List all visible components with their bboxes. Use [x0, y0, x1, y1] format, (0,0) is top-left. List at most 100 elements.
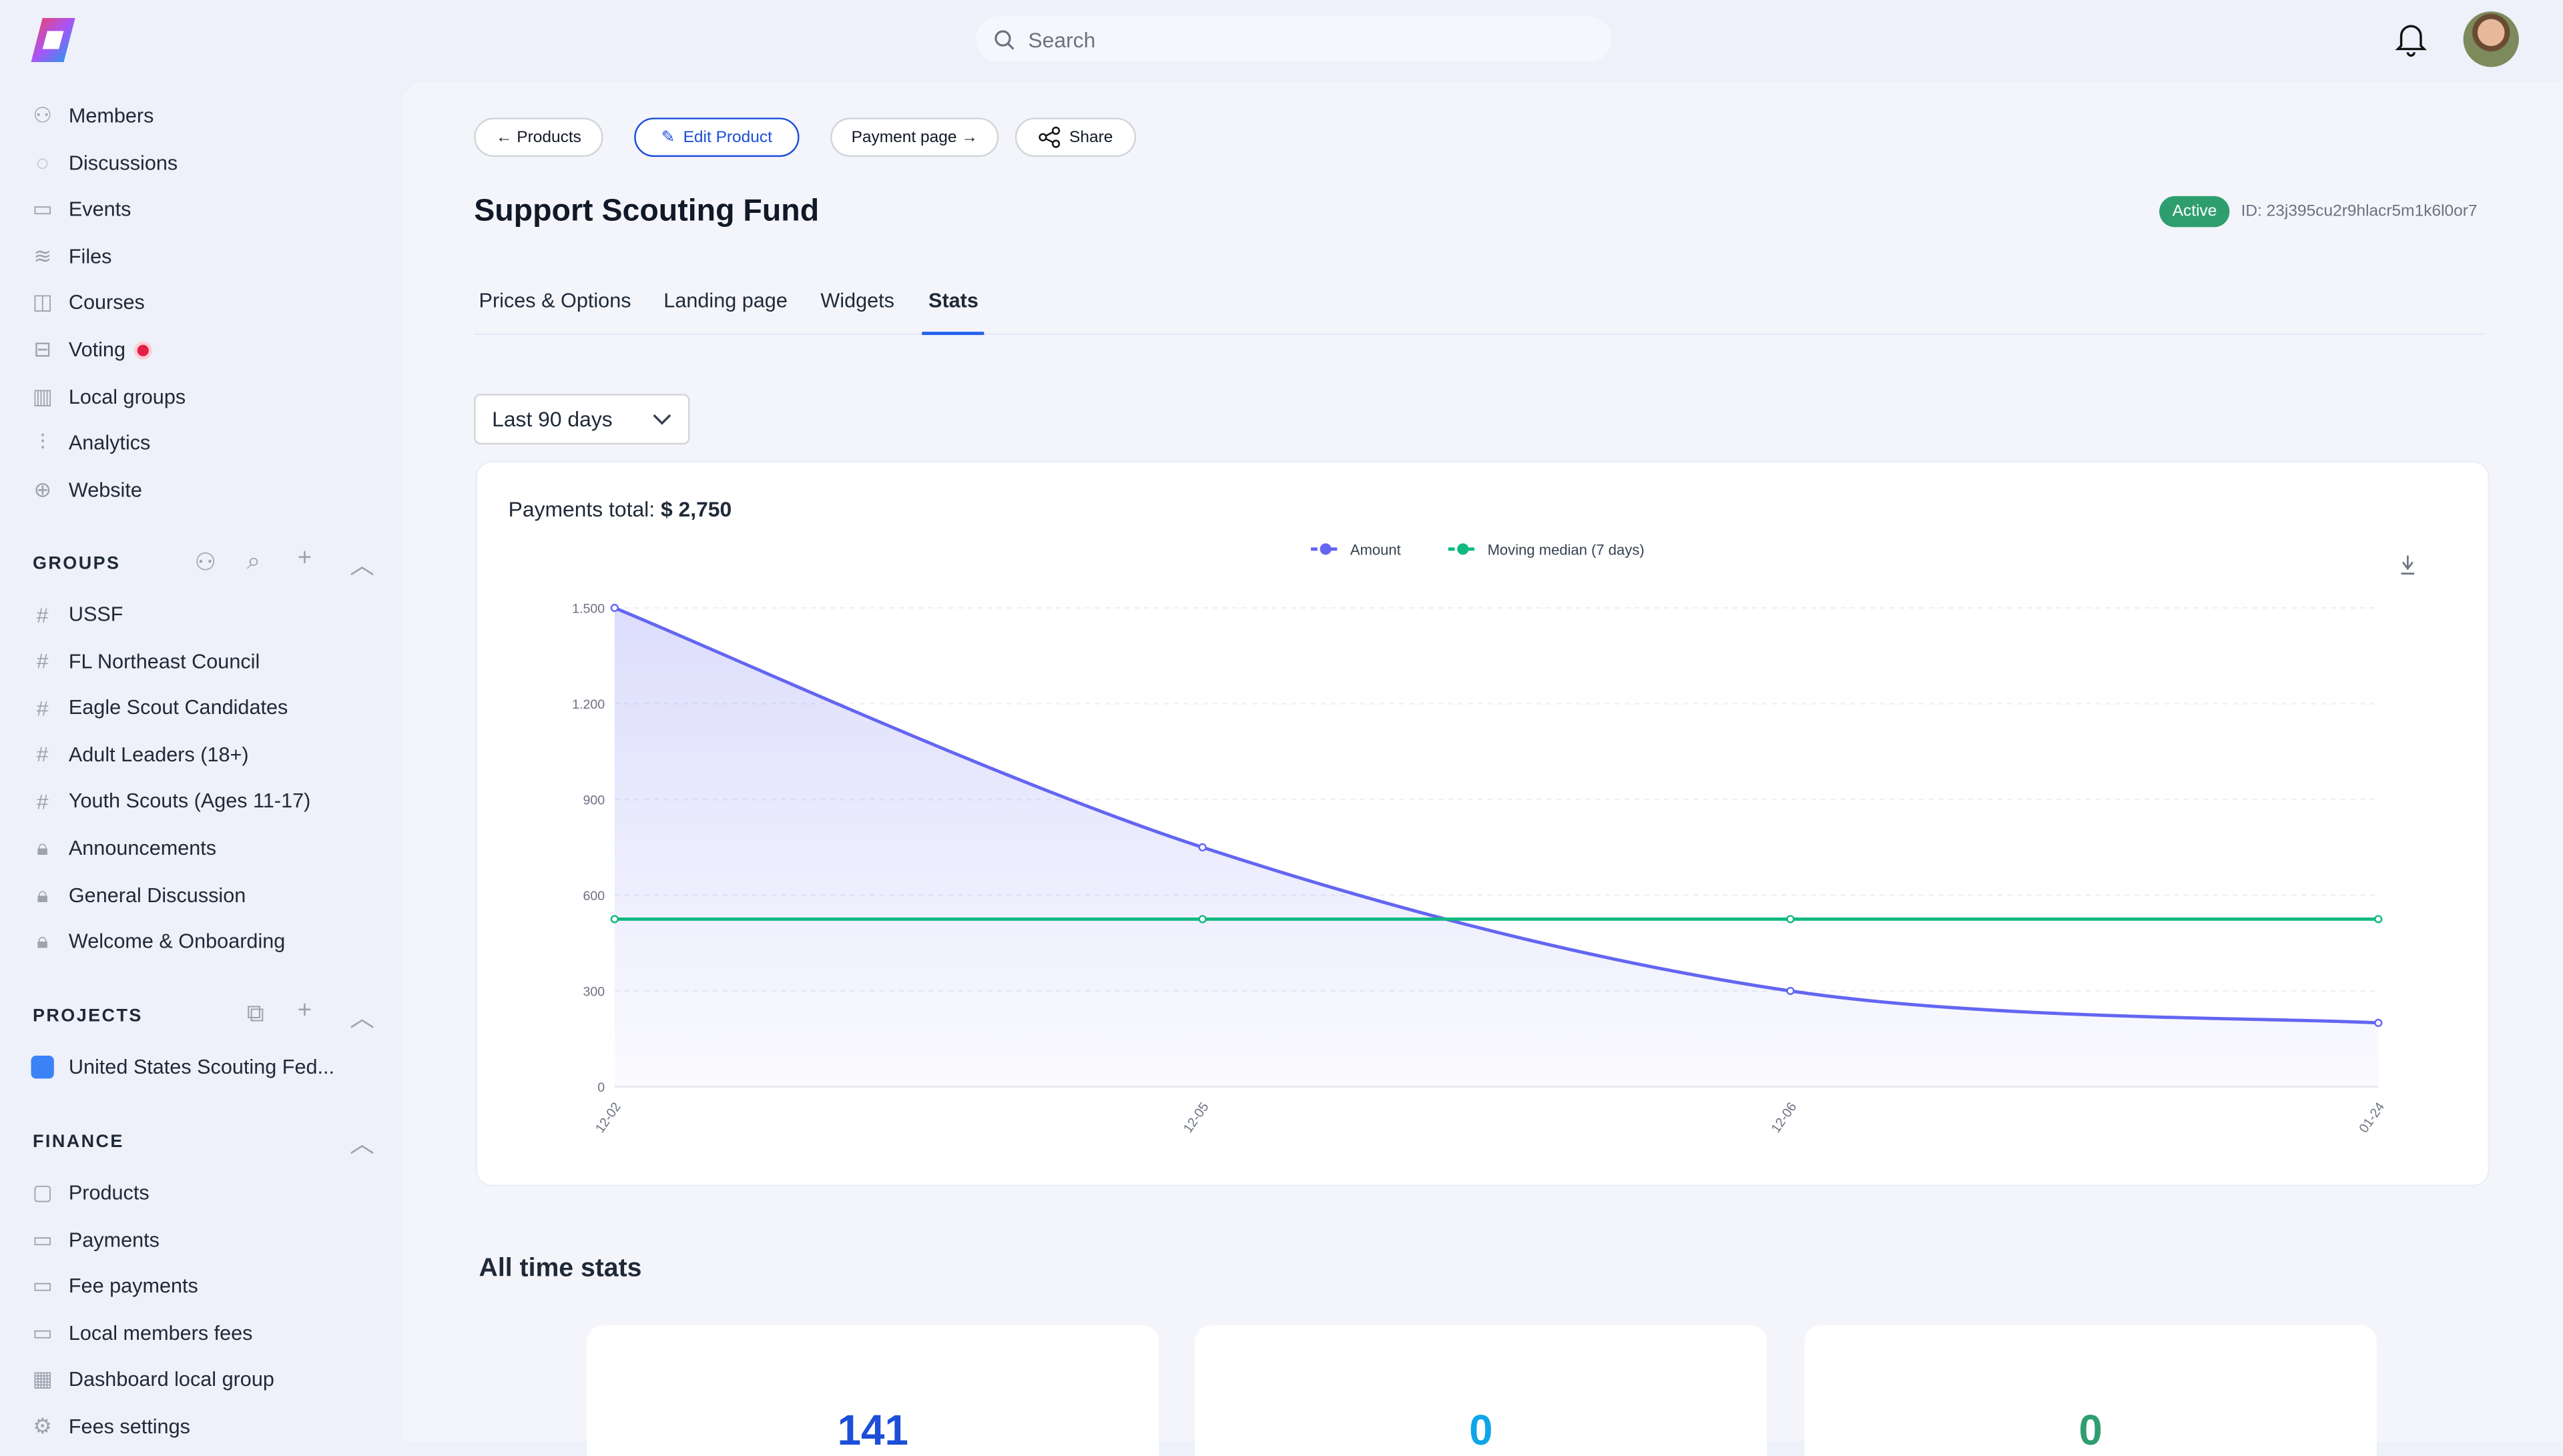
- stat-value: 0: [1469, 1405, 1493, 1455]
- group-item[interactable]: 🔒︎ Announcements: [31, 835, 216, 860]
- finance-item-products[interactable]: ▢ Products: [31, 1180, 150, 1204]
- add-group-icon[interactable]: +: [297, 544, 312, 573]
- x-tick-label: 01-24: [2356, 1100, 2387, 1136]
- project-item[interactable]: United States Scouting Fed...: [31, 1056, 335, 1079]
- finance-icon: ▭: [32, 1273, 53, 1298]
- tab-prices-options[interactable]: Prices & Options: [479, 289, 631, 312]
- sidebar-item-local-groups[interactable]: ▥ Local groups: [31, 384, 186, 408]
- payments-total-value: $ 2,750: [660, 496, 732, 522]
- finance-heading: FINANCE: [32, 1132, 124, 1152]
- payment-page-button[interactable]: Payment page →: [830, 117, 999, 157]
- share-icon: [1039, 126, 1061, 148]
- stat-card: 0: [1804, 1325, 2377, 1456]
- sidebar-item-analytics[interactable]: ⫶ Analytics: [31, 430, 151, 455]
- date-range-select[interactable]: Last 90 days: [474, 394, 690, 445]
- group-members-icon[interactable]: ⚇: [194, 549, 217, 577]
- nav-label: Products: [68, 1181, 150, 1204]
- main-content: ← Products ✎ Edit Product Payment page → …: [402, 81, 2563, 1456]
- collapse-icon[interactable]: ︿: [350, 1130, 374, 1159]
- amount-area: [614, 608, 2379, 1087]
- data-point: [2374, 1018, 2383, 1028]
- app-logo[interactable]: [26, 16, 80, 63]
- calendar-icon: ▭: [32, 196, 53, 222]
- lock-icon: 🔒︎: [37, 928, 49, 954]
- group-item[interactable]: # Youth Scouts (Ages 11-17): [31, 789, 311, 814]
- nav-label: Payments: [68, 1228, 160, 1251]
- add-project-icon[interactable]: +: [297, 996, 312, 1025]
- group-item[interactable]: 🔒︎ General Discussion: [31, 881, 246, 906]
- share-button[interactable]: Share: [1015, 117, 1137, 157]
- search-icon: [994, 29, 1015, 49]
- nav-label: Local members fees: [68, 1321, 253, 1345]
- finance-item-local-members-fees[interactable]: ▭ Local members fees: [31, 1320, 253, 1345]
- tab-landing-page[interactable]: Landing page: [663, 289, 788, 312]
- finance-icon: ▭: [32, 1320, 53, 1345]
- user-avatar[interactable]: [2463, 11, 2519, 67]
- sidebar-item-members[interactable]: ⚇ Members: [31, 103, 154, 127]
- nav-label: Local groups: [68, 384, 186, 408]
- data-point: [1198, 915, 1207, 924]
- payments-chart: 0 300 600 900 1.200 1.500 12-02 12-05 12-06 01-24…: [572, 541, 2415, 1136]
- finance-item-fee-payments[interactable]: ▭ Fee payments: [31, 1273, 198, 1298]
- data-point: [1786, 915, 1795, 924]
- search-groups-icon[interactable]: ⌕: [246, 547, 261, 576]
- lock-icon: 🔒︎: [37, 835, 49, 860]
- pencil-icon: ✎: [661, 128, 675, 147]
- group-item[interactable]: # FL Northeast Council: [31, 649, 260, 673]
- project-tree-icon[interactable]: ⧉: [246, 1000, 265, 1028]
- back-to-products-button[interactable]: ← Products: [474, 117, 603, 157]
- sidebar-item-courses[interactable]: ◫ Courses: [31, 290, 145, 315]
- finance-icon: ▢: [32, 1180, 53, 1204]
- hash-icon: #: [36, 602, 49, 627]
- hash-icon: #: [36, 695, 49, 721]
- x-tick-label: 12-02: [593, 1100, 624, 1136]
- tab-widgets[interactable]: Widgets: [820, 289, 894, 312]
- group-item[interactable]: # Eagle Scout Candidates: [31, 695, 288, 721]
- finance-item-fees-settings[interactable]: ⚙ Fees settings: [31, 1413, 190, 1438]
- group-item[interactable]: # USSF: [31, 602, 123, 627]
- ballot-icon: ⊟: [33, 336, 52, 362]
- notification-dot: [137, 344, 149, 356]
- legend-label: Moving median (7 days): [1488, 541, 1645, 558]
- legend-marker: [1457, 543, 1469, 555]
- nav-label: United States Scouting Fed...: [68, 1056, 335, 1079]
- download-icon[interactable]: [2401, 555, 2415, 575]
- nav-label: Eagle Scout Candidates: [68, 696, 288, 720]
- collapse-icon[interactable]: ︿: [350, 552, 374, 581]
- collapse-icon[interactable]: ︿: [350, 1005, 374, 1033]
- stat-value: 0: [2078, 1405, 2102, 1455]
- sidebar-item-voting[interactable]: ⊟ Voting: [31, 336, 149, 362]
- tab-divider: [474, 333, 2485, 336]
- bell-icon[interactable]: [2395, 21, 2428, 57]
- nav-label: Analytics: [68, 431, 151, 455]
- nav-label: Voting: [68, 338, 125, 362]
- nav-label: Website: [68, 478, 142, 502]
- search-input[interactable]: Search: [976, 16, 1612, 63]
- stat-card: 141: [587, 1325, 1159, 1456]
- finance-item-dashboard-local-group[interactable]: ▦ Dashboard local group: [31, 1367, 274, 1391]
- group-item[interactable]: 🔒︎ Welcome & Onboarding: [31, 928, 285, 954]
- product-id: ID: 23j395cu2r9hlacr5m1k6l0or7: [2241, 202, 2478, 221]
- sidebar-item-events[interactable]: ▭ Events: [31, 196, 131, 222]
- hash-icon: #: [36, 789, 49, 814]
- share-label: Share: [1069, 128, 1113, 147]
- chevron-down-icon: [653, 413, 671, 424]
- hash-icon: #: [36, 742, 49, 767]
- group-item[interactable]: # Adult Leaders (18+): [31, 742, 249, 767]
- tab-stats[interactable]: Stats: [928, 289, 978, 312]
- y-tick-label: 900: [583, 793, 605, 807]
- search-placeholder: Search: [1028, 27, 1096, 52]
- payment-label: Payment page →: [851, 128, 978, 147]
- book-icon: ◫: [32, 290, 53, 315]
- edit-product-button[interactable]: ✎ Edit Product: [634, 117, 800, 157]
- chat-icon: ◌: [36, 150, 49, 175]
- payments-total: Payments total: $ 2,750: [509, 496, 732, 521]
- sidebar-item-website[interactable]: ⊕ Website: [31, 477, 142, 502]
- nav-label: Fee payments: [68, 1275, 198, 1298]
- y-tick-label: 300: [583, 984, 605, 999]
- sidebar-item-discussions[interactable]: ◌ Discussions: [31, 150, 178, 175]
- status-badge: Active: [2159, 196, 2231, 228]
- finance-item-payments[interactable]: ▭ Payments: [31, 1226, 160, 1251]
- sidebar-item-files[interactable]: ≋ Files: [31, 243, 111, 268]
